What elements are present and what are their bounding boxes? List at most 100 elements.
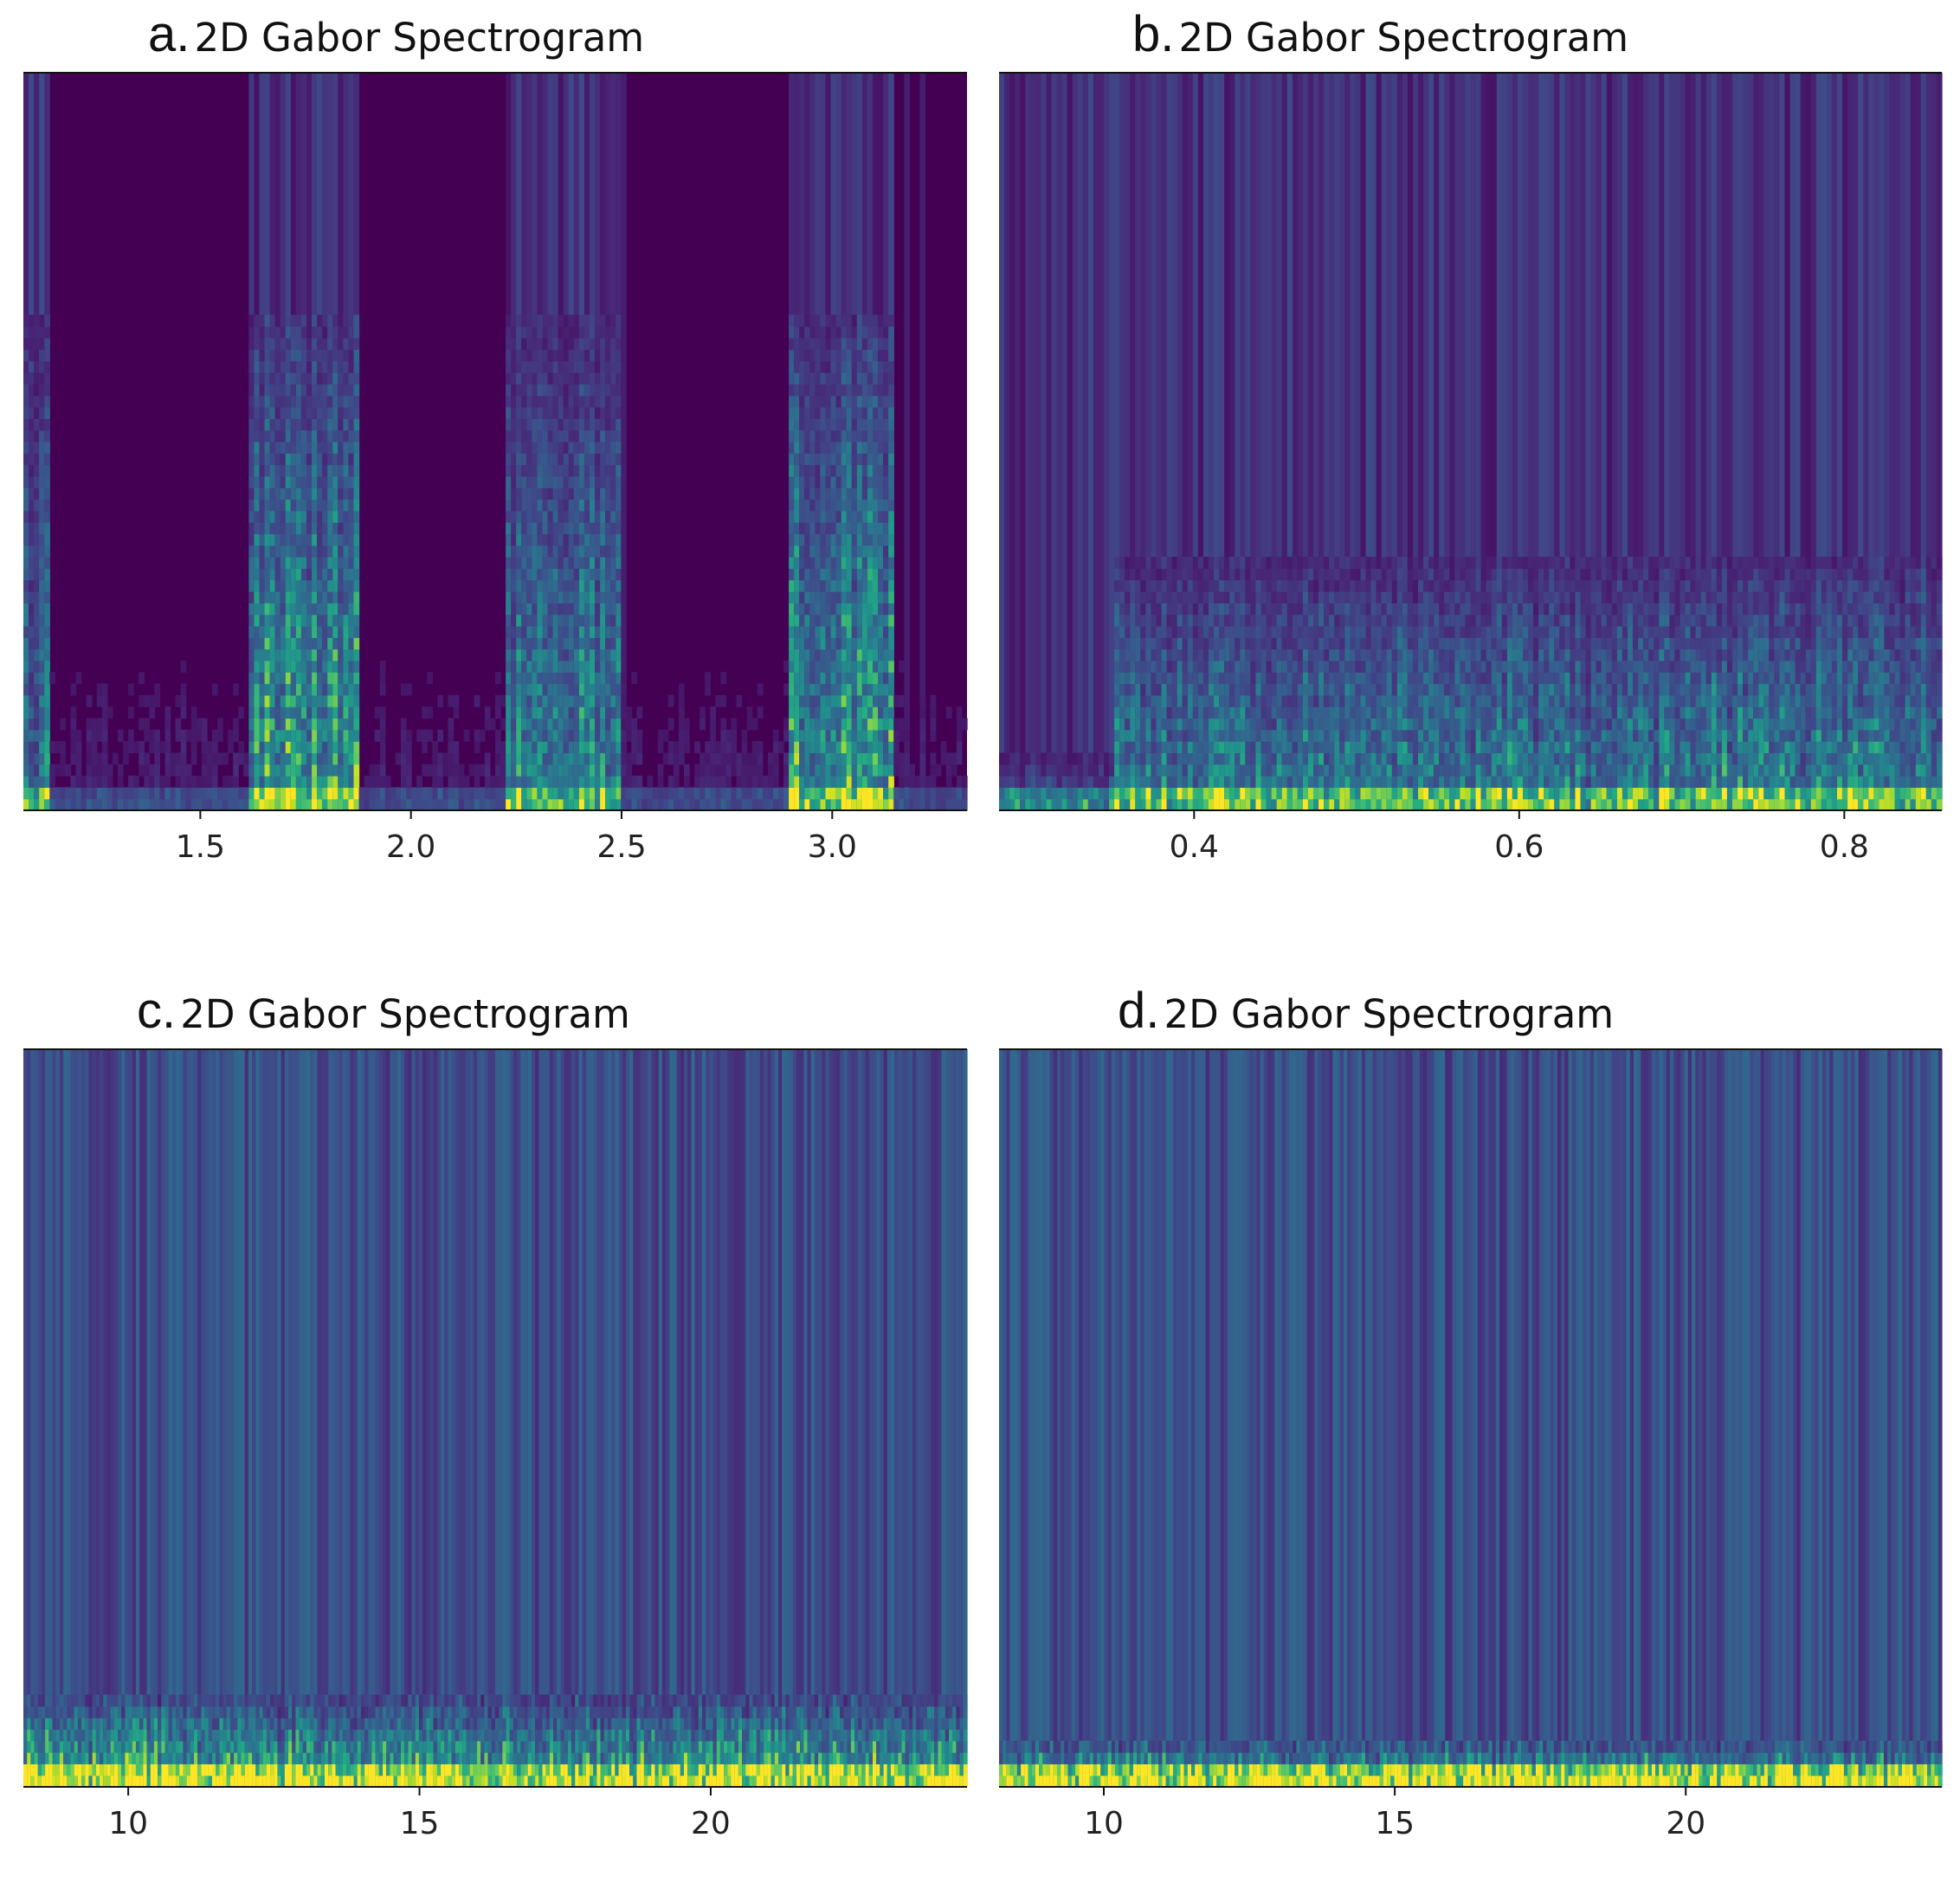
spectrogram-cell <box>799 384 805 397</box>
spectrogram-cell <box>1307 660 1314 673</box>
spectrogram-cell <box>422 729 428 742</box>
spectrogram-column <box>1318 73 1325 810</box>
spectrogram-cell <box>317 384 323 397</box>
spectrogram-cell <box>506 510 512 523</box>
spectrogram-cell <box>259 626 266 638</box>
spectrogram-cell <box>678 729 685 742</box>
spectrogram-cell <box>815 798 822 811</box>
spectrogram-cell <box>841 741 848 754</box>
spectrogram-cell <box>731 787 738 800</box>
spectrogram-cell <box>841 453 848 466</box>
spectrogram-cell <box>825 637 832 650</box>
spectrogram-cell <box>945 787 952 800</box>
spectrogram-cell <box>300 499 307 512</box>
spectrogram-cell <box>526 453 532 466</box>
spectrogram-cell <box>1197 637 1204 650</box>
spectrogram-cell <box>1125 568 1131 581</box>
spectrogram-cell <box>841 591 848 603</box>
spectrogram-cell <box>600 603 606 616</box>
spectrogram-cell <box>86 694 93 707</box>
spectrogram-cell <box>353 487 360 500</box>
spectrogram-cell <box>815 672 822 685</box>
spectrogram-cell <box>851 384 858 397</box>
spectrogram-cell <box>861 384 868 397</box>
spectrogram-cell <box>29 694 35 707</box>
spectrogram-column <box>1245 73 1251 810</box>
spectrogram-cell <box>285 475 292 488</box>
spectrogram-cell <box>521 372 527 385</box>
spectrogram-cell <box>285 729 292 742</box>
spectrogram-cell <box>322 787 328 800</box>
spectrogram-cell <box>1324 694 1330 707</box>
spectrogram-cell <box>1182 729 1189 742</box>
spectrogram-cell <box>799 729 805 742</box>
spectrogram-cell <box>789 637 795 650</box>
spectrogram-cell <box>861 407 868 419</box>
spectrogram-cell <box>322 487 328 500</box>
spectrogram-cell <box>830 776 837 788</box>
spectrogram-cell <box>809 614 816 627</box>
spectrogram-cell <box>149 787 155 800</box>
spectrogram-cell <box>1015 752 1021 765</box>
spectrogram-cell <box>662 729 669 742</box>
spectrogram-cell <box>290 533 297 546</box>
spectrogram-cell <box>610 637 616 650</box>
spectrogram-cell <box>269 349 276 362</box>
spectrogram-cell <box>720 764 727 777</box>
spectrogram-cell <box>809 499 816 512</box>
spectrogram-cell <box>841 798 848 811</box>
spectrogram-column <box>1125 73 1131 810</box>
spectrogram-cell <box>1313 591 1319 603</box>
spectrogram-cell <box>1266 694 1273 707</box>
spectrogram-cell <box>269 487 276 500</box>
spectrogram-cell <box>327 568 333 581</box>
spectrogram-cell <box>700 798 706 811</box>
spectrogram-cell <box>1281 741 1288 754</box>
spectrogram-cell <box>23 683 29 696</box>
spectrogram-cell <box>746 752 753 765</box>
spectrogram-cell <box>338 314 344 327</box>
spectrogram-cell <box>578 591 585 603</box>
spectrogram-cell <box>23 338 29 351</box>
spectrogram-cell <box>274 360 281 373</box>
spectrogram-cell <box>888 545 894 558</box>
spectrogram-cell <box>605 442 611 454</box>
spectrogram-cell <box>39 764 45 777</box>
spectrogram-cell <box>616 787 622 800</box>
spectrogram-cell <box>809 568 816 581</box>
spectrogram-cell <box>873 499 879 512</box>
spectrogram-cell <box>1235 706 1241 719</box>
spectrogram-cell <box>720 776 727 788</box>
spectrogram-cell <box>91 718 98 731</box>
spectrogram-cell <box>558 372 564 385</box>
spectrogram-cell <box>1255 648 1262 661</box>
spectrogram-cell <box>1166 718 1173 731</box>
spectrogram-cell <box>616 510 622 523</box>
spectrogram-cell <box>1318 764 1325 777</box>
spectrogram-cell <box>888 591 894 603</box>
spectrogram-cell <box>605 522 611 535</box>
spectrogram-cell <box>578 776 585 788</box>
spectrogram-cell <box>873 694 879 707</box>
spectrogram-cell <box>23 591 29 603</box>
spectrogram-cell <box>1177 672 1183 685</box>
spectrogram-cell <box>583 326 590 338</box>
spectrogram-cell <box>495 694 501 707</box>
spectrogram-cell <box>338 557 344 570</box>
spectrogram-cell <box>75 741 82 754</box>
spectrogram-cell <box>1192 718 1199 731</box>
spectrogram-cell <box>317 372 323 385</box>
spectrogram-cell <box>856 349 863 362</box>
spectrogram-cell <box>547 487 554 500</box>
spectrogram-cell <box>60 752 67 765</box>
spectrogram-cell <box>353 475 360 488</box>
spectrogram-cell <box>841 429 848 442</box>
spectrogram-cell <box>526 694 532 707</box>
spectrogram-cell <box>888 787 894 800</box>
spectrogram-cell <box>1339 557 1345 570</box>
spectrogram-cell <box>332 338 338 351</box>
spectrogram-cell <box>1166 557 1173 570</box>
spectrogram-cell <box>217 752 223 765</box>
spectrogram-cell <box>830 453 837 466</box>
spectrogram-cell <box>552 442 559 454</box>
